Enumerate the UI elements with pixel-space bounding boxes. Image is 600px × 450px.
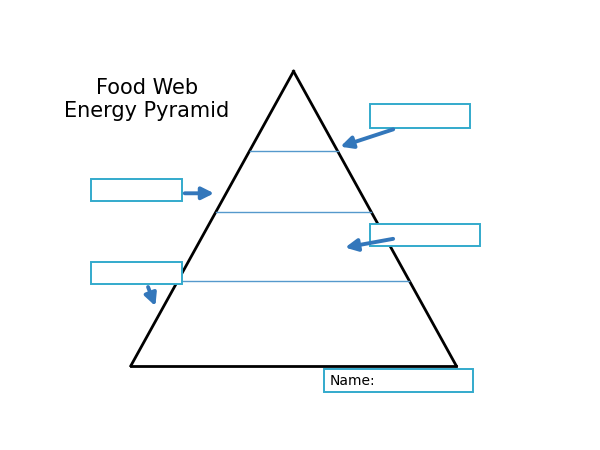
FancyBboxPatch shape xyxy=(370,224,479,246)
FancyBboxPatch shape xyxy=(324,369,473,392)
FancyBboxPatch shape xyxy=(370,104,470,129)
FancyBboxPatch shape xyxy=(91,262,182,284)
Text: Food Web
Energy Pyramid: Food Web Energy Pyramid xyxy=(64,78,230,122)
FancyBboxPatch shape xyxy=(91,179,182,201)
Text: Name:: Name: xyxy=(329,374,375,387)
